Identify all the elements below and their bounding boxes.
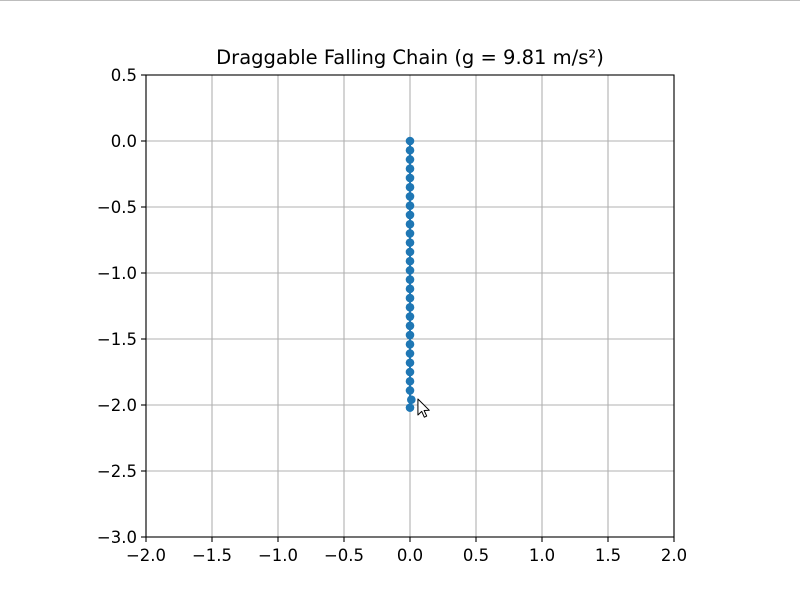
y-tick-label: 0.0 — [111, 132, 137, 151]
mouse-cursor-icon — [417, 398, 430, 418]
chain-link-point[interactable] — [405, 275, 415, 284]
chain-link-point[interactable] — [405, 284, 415, 294]
x-tick-label: 1.5 — [595, 546, 621, 565]
chain-link-point[interactable] — [405, 376, 415, 386]
y-tick-label: −2.0 — [97, 396, 137, 415]
chain-link-point[interactable] — [405, 339, 415, 349]
x-tick-label: −0.5 — [324, 546, 364, 565]
x-tick-label: −1.0 — [258, 546, 298, 565]
x-tick-label: −2.0 — [126, 546, 166, 565]
chain-link-point[interactable] — [405, 219, 415, 229]
chain-link-point[interactable] — [405, 303, 415, 312]
chain-link-point[interactable] — [405, 330, 415, 340]
chain-link-point[interactable] — [407, 395, 416, 405]
chain-link-point[interactable] — [405, 238, 415, 247]
y-tick-label: −2.5 — [97, 462, 137, 481]
x-tick-label: 2.0 — [661, 546, 687, 565]
y-tick-label: 0.5 — [111, 66, 137, 85]
x-tick-label: −1.5 — [192, 546, 232, 565]
y-tick-label: −1.0 — [97, 264, 137, 283]
chain-link-point[interactable] — [405, 173, 415, 183]
chain-link-point[interactable] — [405, 358, 415, 368]
chain-link-point[interactable] — [405, 155, 415, 164]
axes-frame — [145, 74, 675, 538]
chain-link-point[interactable] — [405, 367, 415, 377]
chain-link-point[interactable] — [405, 229, 415, 238]
x-tick-label: 1.0 — [529, 546, 555, 565]
chain-link-point[interactable] — [405, 321, 415, 331]
chain-link-point[interactable] — [405, 182, 415, 192]
chain-series[interactable] — [405, 136, 416, 412]
chain-link-point[interactable] — [405, 312, 415, 321]
cursor-arrow-shape — [417, 398, 430, 418]
chain-link-point[interactable] — [405, 136, 415, 146]
chain-link-point[interactable] — [405, 145, 415, 155]
chain-link-point[interactable] — [405, 256, 415, 266]
y-tick-label: −3.0 — [97, 528, 137, 547]
chain-link-point[interactable] — [405, 349, 415, 358]
chain-link-point[interactable] — [405, 293, 415, 303]
y-tick-label: −1.5 — [97, 330, 137, 349]
y-tick-label: −0.5 — [97, 198, 137, 217]
chain-link-point[interactable] — [405, 403, 415, 412]
chart-title: Draggable Falling Chain (g = 9.81 m/s²) — [216, 46, 604, 69]
chain-link-point[interactable] — [405, 164, 415, 174]
chain-link-point[interactable] — [405, 201, 415, 210]
x-tick-label: 0.5 — [463, 546, 489, 565]
axis-ticks: −2.0 −1.5 −1.0 −0.5 0.0 0.5 1.0 1.5 2.0 0.5 0.0 −0.… — [97, 66, 687, 565]
chain-link-point[interactable] — [405, 247, 415, 257]
chain-link-point[interactable] — [405, 210, 415, 220]
chain-link-point[interactable] — [405, 386, 415, 395]
x-tick-label: 0.0 — [397, 546, 423, 565]
chain-link-point[interactable] — [405, 266, 415, 275]
chain-link-point[interactable] — [405, 192, 415, 201]
